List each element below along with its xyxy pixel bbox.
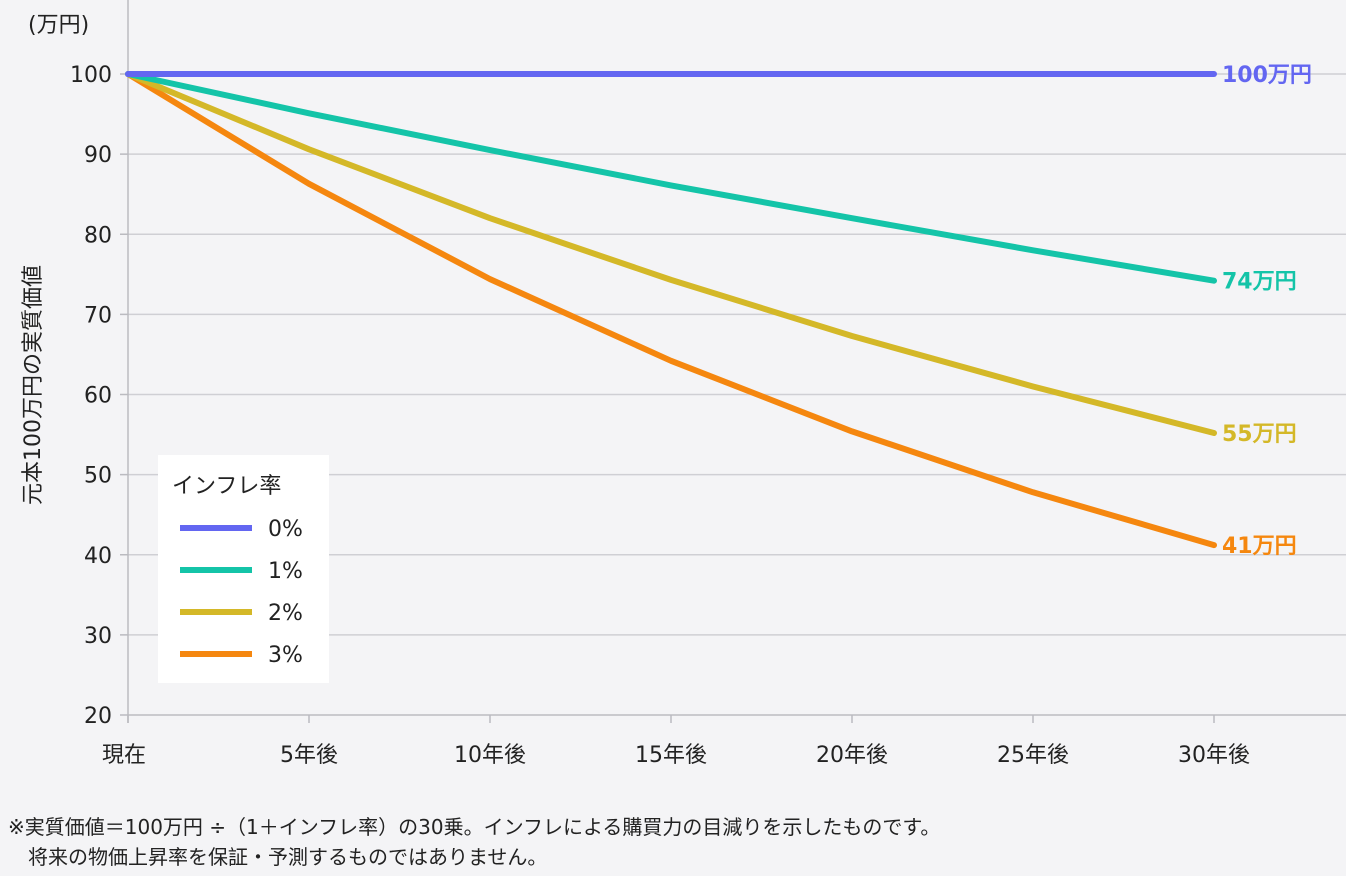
y-tick-label-30: 30 [84,624,112,649]
legend-label-0pct: 0% [268,517,303,542]
legend-label-1pct: 1% [268,559,303,584]
legend: インフレ率 0% 1% 2% 3% [158,455,329,683]
y-tick-label-70: 70 [84,303,112,328]
end-label-3pct: 41万円 [1222,534,1297,559]
legend-label-2pct: 2% [268,601,303,626]
series-line-2pct [125,71,1217,436]
y-tick-label-40: 40 [84,544,112,569]
y-tick-label-100: 100 [70,63,112,88]
legend-title: インフレ率 [172,474,281,499]
y-tick-label-20: 20 [84,704,112,729]
x-tick-label-3: 15年後 [635,743,707,768]
x-tick-label-5: 25年後 [997,743,1069,768]
x-tick-labels: 現在 5年後 10年後 15年後 20年後 25年後 30年後 [102,743,1250,768]
y-tick-label-50: 50 [84,464,112,489]
y-tick-label-80: 80 [84,223,112,248]
x-tick-label-6: 30年後 [1178,743,1250,768]
y-tick-labels: 20 30 40 50 60 70 80 90 100 [70,63,112,729]
y-unit-label: (万円) [28,13,89,38]
series-line-1pct [125,71,1217,284]
end-label-1pct: 74万円 [1222,270,1297,295]
series-line-3pct [125,71,1217,549]
axes [120,0,1346,723]
footnote-line-1: ※実質価値＝100万円 ÷（1＋インフレ率）の30乗。インフレによる購買力の目減… [8,815,941,839]
footnote: ※実質価値＝100万円 ÷（1＋インフレ率）の30乗。インフレによる購買力の目減… [8,812,1338,872]
x-tick-label-2: 10年後 [454,743,526,768]
end-label-0pct: 100万円 [1222,63,1312,88]
y-tick-label-90: 90 [84,143,112,168]
y-tick-label-60: 60 [84,384,112,409]
legend-label-3pct: 3% [268,643,303,668]
legend-items: 0% 1% 2% 3% [180,517,303,668]
end-label-2pct: 55万円 [1222,422,1297,447]
x-tick-label-0: 現在 [102,743,146,768]
footnote-line-2: 将来の物価上昇率を保証・予測するものではありません。 [28,845,548,869]
y-axis-label: 元本100万円の実質価値 [21,265,46,505]
grid-lines [128,73,1346,636]
x-tick-label-4: 20年後 [816,743,888,768]
series-lines [125,71,1217,549]
x-tick-label-1: 5年後 [280,743,338,768]
inflation-chart: 20 30 40 50 60 70 80 90 100 現在 5年後 10年後 15年後 20年後 25年… [21,0,1346,768]
end-labels: 100万円 74万円 55万円 41万円 [1222,63,1312,559]
